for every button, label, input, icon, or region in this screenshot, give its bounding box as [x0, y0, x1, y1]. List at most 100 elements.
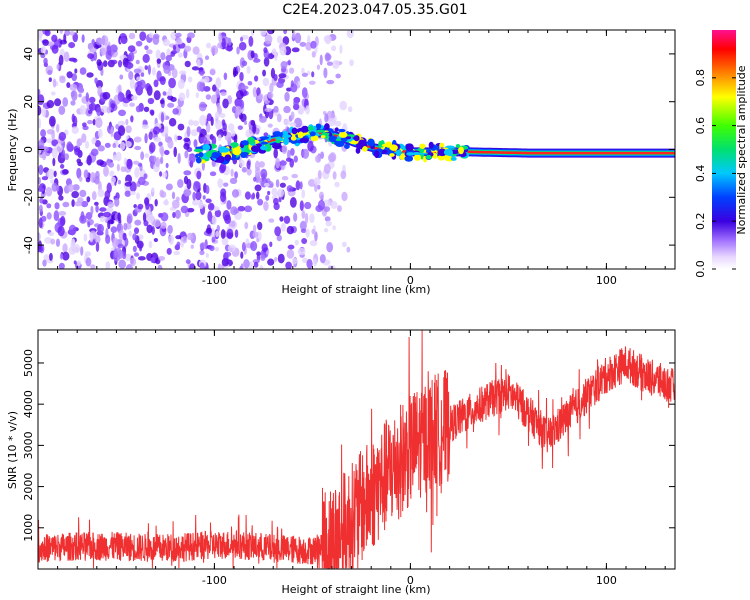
spectrogram-noise-cell [187, 76, 193, 83]
spectrogram-noise-cell [137, 203, 144, 210]
spectrogram-noise-cell [198, 70, 206, 75]
spectrogram-noise-cell [238, 41, 247, 51]
spectrogram-panel: -100 0 100 -40 -20 0 20 40 Height of straight l… [6, 29, 676, 296]
spectrogram-noise-cell [159, 76, 166, 86]
spectrogram-noise-cell [160, 111, 165, 123]
spectrogram-noise-cell [258, 161, 265, 168]
spectrogram-ridge-cell [355, 147, 361, 154]
spectrogram-noise-cell [214, 209, 222, 218]
colorbar-ticks: 0.0 0.2 0.4 0.6 0.8 [694, 69, 736, 278]
spectrogram-ridge-cell [458, 146, 464, 155]
spectrogram-noise-cell [153, 79, 159, 88]
spectrogram-noise-cell [133, 160, 140, 165]
spectrogram-ridge-cell [290, 135, 297, 141]
spectrogram-noise-cell [283, 30, 288, 35]
spectrogram-noise-cell [304, 212, 309, 224]
spectrogram-noise-cell [163, 149, 170, 156]
spectrogram-noise-cell [177, 79, 185, 90]
spectrogram-noise-cell [142, 212, 147, 223]
snr-ylabel: SNR (10 * v/v) [6, 411, 19, 489]
spectrogram-noise-cell [235, 90, 244, 100]
spectrogram-noise-cell [90, 205, 94, 215]
spectrogram-noise-cell [51, 34, 58, 43]
spectrogram-noise-cell [39, 197, 44, 204]
spectrogram-noise-cell [313, 258, 317, 267]
spectrogram-noise-cell [294, 32, 302, 44]
spectrogram-noise-cell [318, 191, 325, 200]
spectrogram-ridge-cell [404, 155, 414, 162]
spectrogram-ridge-cell [272, 131, 282, 137]
spectrogram-noise-cell [255, 191, 260, 200]
spectrogram-noise-cell [127, 45, 136, 53]
spectrogram-noise-cell [267, 53, 275, 60]
spectrogram-noise-cell [311, 228, 316, 235]
spectrogram-noise-cell [71, 190, 80, 199]
spectrogram-noise-cell [247, 80, 253, 86]
spectrogram-noise-cell [301, 148, 310, 159]
spectrogram-noise-cell [271, 48, 277, 56]
spectrogram-ridge-cell [358, 139, 366, 147]
spectrogram-ridge-cell [206, 150, 212, 158]
spectrogram-noise-cell [84, 140, 90, 149]
spectrogram-noise-cell [326, 242, 334, 253]
spectrogram-noise-cell [145, 49, 153, 55]
spectrogram-noise-cell [117, 120, 126, 127]
spectrogram-noise-cell [145, 82, 152, 92]
spectrogram-noise-cell [74, 68, 78, 74]
spectrogram-noise-cell [137, 256, 146, 261]
spectrogram-noise-cell [44, 30, 51, 37]
spectrogram-noise-cell [38, 217, 43, 229]
spectrogram-ridge-cell [367, 138, 375, 147]
spectrogram-noise-cell [46, 212, 52, 220]
spectrogram-noise-cell [273, 73, 278, 82]
spectrogram-noise-cell [117, 84, 122, 94]
spectrogram-noise-cell [58, 105, 66, 115]
spectrogram-noise-cell [306, 259, 313, 269]
spectrogram-noise-cell [223, 182, 229, 187]
spectrogram-noise-cell [106, 45, 112, 53]
spectrogram-noise-cell [82, 122, 87, 128]
spectrogram-noise-cell [205, 227, 213, 234]
spectrogram-noise-cell [199, 242, 207, 250]
spectrogram-noise-cell [326, 61, 333, 66]
spectrogram-noise-cell [171, 50, 177, 55]
spectrogram-noise-cell [289, 67, 295, 74]
spectrogram-noise-cell [260, 254, 266, 261]
spectrogram-noise-cell [124, 181, 132, 187]
spectrogram-noise-cell [203, 86, 211, 92]
spectrogram-noise-cell [46, 128, 55, 135]
spectrogram-noise-cell [218, 32, 222, 43]
spectrogram-noise-cell [53, 170, 57, 178]
spectrogram-xtick-label: 100 [596, 274, 617, 287]
spectrogram-noise-cell [76, 167, 82, 179]
spectrogram-noise-cell [245, 129, 253, 139]
spectrogram-noise-cell [217, 263, 222, 269]
spectrogram-noise-cell [141, 124, 149, 130]
spectrogram-noise-cell [41, 146, 49, 153]
spectrogram-noise-cell [256, 237, 260, 243]
spectrogram-noise-cell [239, 71, 244, 82]
spectrogram-noise-cell [129, 190, 136, 196]
spectrogram-noise-cell [47, 69, 53, 75]
spectrogram-noise-cell [59, 253, 64, 260]
spectrogram-noise-cell [315, 154, 322, 163]
spectrogram-noise-cell [291, 173, 299, 179]
spectrogram-noise-cell [275, 179, 280, 188]
spectrogram-noise-cell [275, 157, 281, 169]
spectrogram-noise-cell [301, 189, 306, 199]
spectrogram-noise-cell [89, 47, 97, 53]
spectrogram-noise-cell [135, 59, 140, 65]
snr-xtick-label: -100 [202, 574, 227, 587]
spectrogram-noise-cell [116, 163, 120, 172]
spectrogram-noise-cell [233, 70, 239, 77]
spectrogram-noise-cell [226, 200, 232, 210]
spectrogram-xlabel: Height of straight line (km) [281, 283, 430, 296]
spectrogram-noise-cell [241, 166, 248, 173]
spectrogram-noise-cell [327, 117, 336, 127]
spectrogram-noise-cell [253, 261, 259, 268]
spectrogram-axes: -100 0 100 -40 -20 0 20 40 [22, 30, 675, 287]
spectrogram-noise-cell [279, 216, 284, 222]
spectrogram-noise-cell [165, 55, 173, 62]
spectrogram-noise-cell [222, 98, 229, 109]
